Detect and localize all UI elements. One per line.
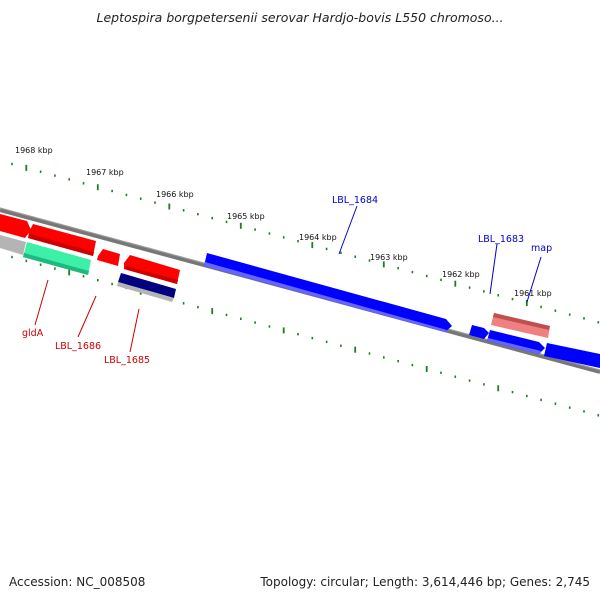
gene-label-lbl-1684[interactable]: LBL_1684 xyxy=(332,195,378,206)
gene-feature-teal[interactable] xyxy=(23,242,91,275)
tick-label: 1967 kbp xyxy=(86,168,124,177)
tick-label: 1966 kbp xyxy=(156,190,194,199)
tick-label: 1962 kbp xyxy=(442,270,480,279)
gene-feature-grey-left[interactable] xyxy=(0,235,26,255)
gene-label-lbl-1686[interactable]: LBL_1686 xyxy=(55,341,101,352)
gene-feature-navy[interactable] xyxy=(118,273,176,298)
gene-labels: LBL_1684 LBL_1683 map gldA LBL_1686 LBL_… xyxy=(22,195,552,366)
gene-feature-grey-mid[interactable] xyxy=(117,282,174,302)
tick-label: 1965 kbp xyxy=(227,212,265,221)
forward-features xyxy=(204,253,600,368)
genome-summary-text: Topology: circular; Length: 3,614,446 bp… xyxy=(260,575,590,589)
gene-feature-lbl-1684[interactable] xyxy=(204,253,452,332)
gene-feature-lbl-1683-a[interactable] xyxy=(469,325,489,339)
gene-feature-lbl-1685-red[interactable] xyxy=(124,255,180,284)
scale-ticks-lower xyxy=(11,255,600,417)
scale-labels: 1968 kbp 1967 kbp 1966 kbp 1965 kbp 1964… xyxy=(15,146,552,298)
tick-label: 1968 kbp xyxy=(15,146,53,155)
tick-label: 1964 kbp xyxy=(299,233,337,242)
gene-label-gldA[interactable]: gldA xyxy=(22,328,44,339)
accession-text: Accession: NC_008508 xyxy=(9,575,146,589)
gene-label-lbl-1685[interactable]: LBL_1685 xyxy=(104,355,150,366)
gene-label-map[interactable]: map xyxy=(531,243,552,254)
gene-feature-left-edge[interactable] xyxy=(0,214,31,238)
gene-feature-lbl-1686[interactable] xyxy=(97,249,120,266)
gene-feature-next[interactable] xyxy=(544,343,600,368)
scale-ticks-upper xyxy=(11,162,600,324)
label-callouts xyxy=(34,205,542,353)
tick-label: 1961 kbp xyxy=(514,289,552,298)
gene-label-lbl-1683[interactable]: LBL_1683 xyxy=(478,234,524,245)
map-title: Leptospira borgpetersenii serovar Hardjo… xyxy=(96,10,504,25)
tick-label: 1963 kbp xyxy=(370,253,408,262)
gene-feature-lbl-1683-b[interactable] xyxy=(487,330,545,354)
reverse-features xyxy=(0,214,180,302)
